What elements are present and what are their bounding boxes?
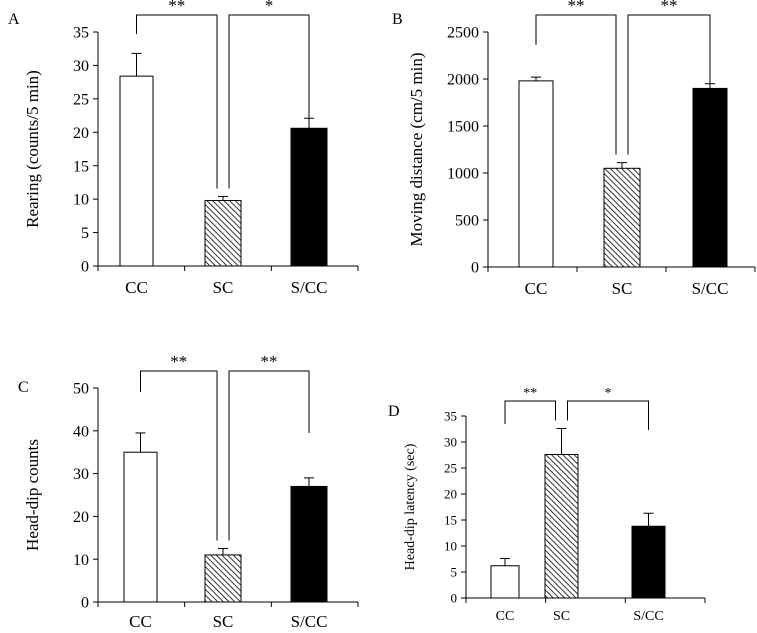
y-tick-label: 25 [73,91,89,108]
significance-bracket [627,14,711,155]
significance-label: ** [168,0,185,15]
y-tick-label: 35 [444,409,457,424]
x-tick-label: S/CC [692,279,729,298]
x-tick-label: CC [496,609,515,624]
significance-label: ** [261,352,278,371]
x-tick-label: SC [612,279,633,298]
y-axis-label: Head-dip counts [23,439,42,551]
y-tick-label: 20 [444,487,457,502]
significance-bracket [140,370,218,541]
y-tick-label: 0 [471,260,479,277]
panel-d: D 0 5 10 15 20 25 30 35 Head-dip latency (sec) CC S… [388,386,706,624]
y-tick-label: 15 [73,158,89,175]
panel-a: A 0 5 10 15 20 25 30 35 Rearing (counts/5 min) CC S… [8,0,359,297]
x-tick-label: SC [553,609,570,624]
panel-label: B [392,11,403,28]
y-tick-label: 2000 [447,72,479,89]
significance-bracket [504,400,556,424]
x-tick-label: CC [129,612,152,631]
significance-bracket [535,14,617,155]
bar-scc [290,485,328,603]
y-tick-label: 30 [73,466,89,483]
x-tick-label: S/CC [633,609,663,624]
bar-cc [490,565,520,599]
y-axis-label: Head-dip latency (sec) [403,443,418,570]
y-tick-label: 40 [73,423,89,440]
bar-sc [603,167,641,268]
x-tick-label: CC [525,279,548,298]
significance-label: ** [170,352,187,371]
y-tick-label: 5 [81,225,89,242]
y-tick-label: 0 [81,259,89,276]
y-tick-label: 500 [455,213,479,230]
significance-label: * [605,386,612,401]
y-tick-label: 30 [73,58,89,75]
y-tick-label: 1500 [447,119,479,136]
bar-sc [204,554,242,603]
panel-label: D [388,403,400,420]
panel-label: A [8,11,20,28]
y-tick-label: 20 [73,125,89,142]
bar-cc [518,80,554,268]
y-tick-label: 20 [73,509,89,526]
y-tick-label: 10 [73,192,89,209]
y-tick-label: 35 [73,25,89,42]
significance-label: ** [661,0,678,15]
bar-scc [290,127,328,267]
bar-scc [692,87,728,268]
x-tick-label: S/CC [291,278,328,297]
bar-scc [631,525,666,599]
panel-b: B 0 500 1000 1500 2000 2500 Moving distance (cm… [392,0,756,298]
y-axis-label: Moving distance (cm/5 min) [407,52,426,246]
y-axis-label: Rearing (counts/5 min) [23,70,42,228]
significance-label: ** [568,0,585,15]
bar-cc [119,75,154,267]
y-tick-label: 10 [73,552,89,569]
x-tick-label: S/CC [291,612,328,631]
x-tick-label: SC [213,278,234,297]
y-tick-label: 15 [444,513,457,528]
significance-label: ** [523,386,537,401]
significance-bracket [136,14,218,189]
y-tick-label: 5 [451,565,458,580]
bar-sc [544,453,579,599]
y-tick-label: 50 [73,381,89,398]
significance-bracket [228,370,310,541]
y-tick-label: 2500 [447,25,479,42]
y-tick-label: 25 [444,461,457,476]
panel-label: C [18,379,29,396]
x-tick-label: SC [213,612,234,631]
y-tick-label: 0 [451,591,458,606]
bar-cc [123,451,158,603]
y-tick-label: 1000 [447,166,479,183]
x-tick-label: CC [125,278,148,297]
bar-sc [204,199,242,267]
panel-c: C 0 10 20 30 40 50 Head-dip counts CC SC S/CC ** ** [18,352,359,631]
y-tick-label: 30 [444,435,457,450]
significance-bracket [228,14,310,189]
y-tick-label: 10 [444,539,457,554]
y-tick-label: 0 [81,595,89,612]
significance-bracket [567,400,649,430]
significance-label: * [265,0,274,15]
